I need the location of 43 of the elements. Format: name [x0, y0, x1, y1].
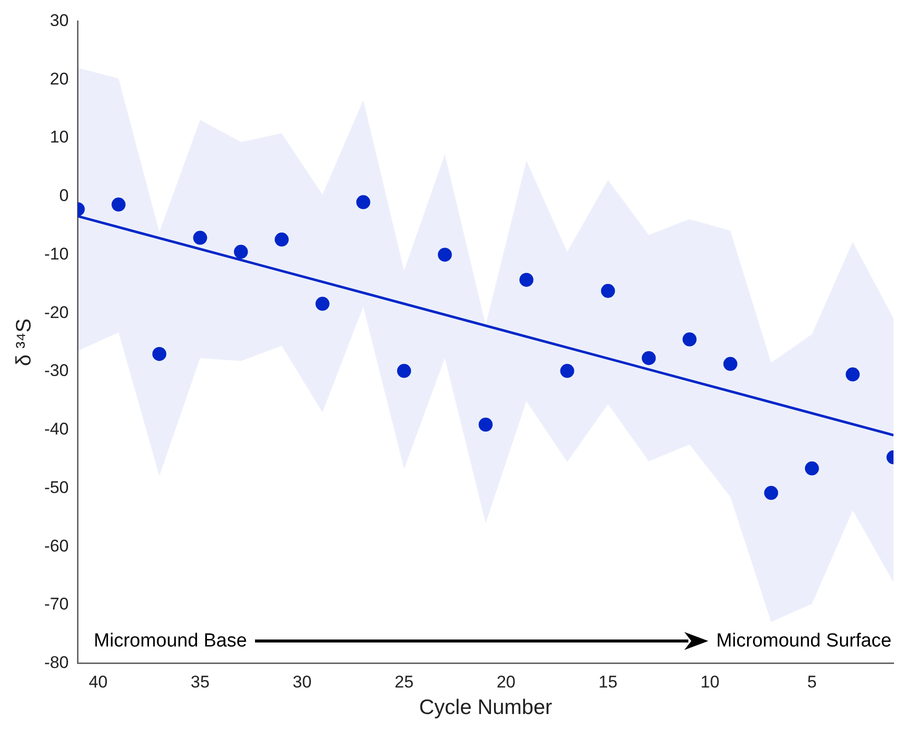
- point: [234, 244, 248, 259]
- y-tick-label: 30: [50, 10, 69, 30]
- point: [315, 296, 330, 311]
- y-tick-label: -10: [44, 244, 69, 264]
- y-tick-label: -70: [44, 594, 69, 614]
- annotation: Micromound Surface: [716, 630, 892, 652]
- point: [478, 418, 493, 432]
- point: [193, 230, 208, 245]
- y-tick-label: -60: [44, 536, 69, 556]
- point: [519, 272, 534, 287]
- point: [152, 346, 166, 361]
- point: [356, 195, 370, 210]
- point: [682, 332, 697, 346]
- y-tick-label: -40: [44, 420, 69, 439]
- y-tick-label: 10: [50, 128, 69, 147]
- point: [438, 248, 452, 262]
- point: [642, 351, 656, 366]
- x-tick-label: 35: [190, 672, 210, 692]
- y-tick-label: -50: [44, 478, 69, 497]
- y-axis-title: δ ³⁴S: [12, 318, 36, 366]
- x-tick-label: 5: [807, 672, 817, 692]
- x-tick-label: 20: [496, 672, 516, 692]
- y-tick-label: -20: [44, 302, 69, 322]
- x-tick-label: 15: [598, 672, 618, 692]
- annotation: Micromound Base: [94, 630, 247, 652]
- x-tick-label: 30: [292, 672, 312, 692]
- point: [397, 364, 412, 378]
- x-tick-label: 25: [394, 672, 414, 692]
- point: [274, 232, 289, 247]
- y-tick-label: 0: [59, 186, 69, 206]
- point: [764, 486, 778, 500]
- point: [560, 364, 574, 378]
- point: [723, 356, 738, 371]
- y-tick-label: -30: [44, 361, 69, 380]
- point: [600, 284, 615, 298]
- x-tick-label: 10: [700, 672, 720, 692]
- y-tick-label: -80: [44, 653, 69, 672]
- point: [112, 198, 126, 212]
- x-tick-label: 40: [88, 672, 108, 692]
- x-axis-title: Cycle Number: [419, 696, 552, 720]
- point: [804, 461, 819, 476]
- point: [846, 367, 860, 382]
- y-tick-label: 20: [50, 69, 69, 88]
